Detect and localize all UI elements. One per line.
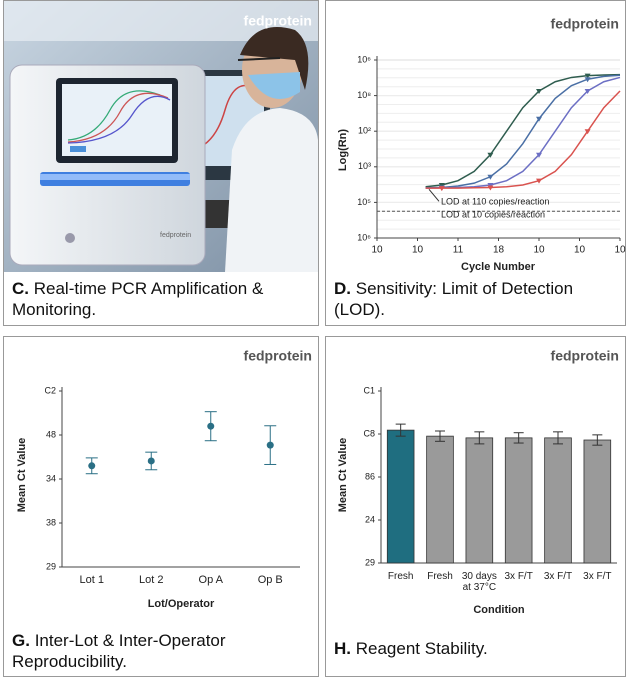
x-tick-label: Fresh: [387, 571, 414, 582]
point-marker: [584, 88, 591, 94]
bar: [426, 435, 454, 564]
y-tick-label: 10²: [358, 126, 371, 136]
point-marker: [584, 73, 591, 79]
y-tick-label: 10⁸: [357, 90, 371, 100]
mean-point: [147, 457, 155, 465]
y-tick-label: 29: [46, 561, 56, 571]
x-axis-label: Lot/Operator: [148, 598, 215, 610]
caption-text: Sensitivity: Limit of Detection (LOD).: [334, 279, 574, 319]
y-axis-label: Mean Ct Value: [16, 438, 28, 513]
bar: [504, 437, 533, 564]
point-marker: [438, 186, 445, 192]
y-axis-label: Log(Rn): [337, 129, 349, 171]
caption-text: Inter-Lot & Inter-Operator Reproducibili…: [12, 631, 226, 671]
annotation-arrow: [428, 188, 440, 202]
mean-point: [88, 462, 96, 470]
watermark: fedprotein: [551, 348, 619, 364]
watermark: fedprotein: [551, 16, 619, 32]
x-tick-label: Lot 2: [139, 574, 164, 586]
watermark: fedprotein: [244, 13, 312, 29]
x-tick-label: 10: [574, 245, 586, 256]
x-tick-label: 18: [493, 245, 505, 256]
bar: [465, 437, 494, 564]
panel-letter: H.: [334, 639, 351, 658]
y-tick-label: 24: [365, 514, 375, 524]
annotation: LOD at 10 copies/reaction: [441, 210, 545, 220]
y-tick-label: 38: [46, 517, 56, 527]
lab-photo: fedprotein: [4, 1, 318, 272]
y-tick-label: 86: [365, 471, 375, 481]
bar: [386, 429, 415, 564]
point-marker: [536, 116, 542, 122]
x-tick-label: 11: [453, 245, 464, 256]
x-tick-label: Op B: [257, 574, 283, 586]
x-tick-label: 3x F/T: [504, 571, 533, 582]
point-marker: [536, 178, 542, 184]
series-line: [425, 73, 621, 188]
y-tick-label: 10⁶: [357, 54, 371, 64]
x-tick-label: 3x F/T: [583, 571, 612, 582]
panel-frame: [3, 0, 319, 326]
y-tick-label: 10³: [358, 161, 371, 171]
x-tick-label: Lot 1: [79, 574, 104, 586]
y-tick-label: 48: [46, 429, 56, 439]
panel-letter: D.: [334, 279, 351, 298]
x-axis-label: Condition: [473, 604, 525, 616]
x-axis-label: Cycle Number: [461, 261, 536, 273]
x-tick-label: 10: [533, 245, 545, 256]
svg-text:fedprotein: fedprotein: [160, 232, 191, 239]
annotation: LOD at 110 copies/reaction: [441, 197, 549, 207]
x-tick-label: 3x F/T: [543, 571, 573, 582]
series-line: [425, 76, 621, 189]
caption: G. Inter-Lot & Inter-Operator Reproducib…: [12, 630, 312, 672]
point-marker: [487, 174, 494, 180]
bar: [583, 439, 612, 564]
watermark: fedprotein: [244, 348, 312, 364]
point-marker: [487, 152, 494, 158]
point-marker: [584, 77, 591, 83]
bar: [544, 437, 572, 564]
y-tick-label: 10⁶: [357, 232, 371, 242]
point-marker: [536, 152, 542, 158]
y-tick-label: 29: [365, 557, 375, 567]
series-line: [425, 90, 621, 189]
y-tick-label: C2: [44, 385, 56, 395]
caption: D. Sensitivity: Limit of Detection (LOD)…: [334, 278, 624, 320]
point-marker: [536, 88, 542, 94]
caption: H. Reagent Stability.: [334, 638, 624, 659]
caption: C. Real-time PCR Amplification & Monitor…: [12, 278, 312, 320]
panel-letter: C.: [12, 279, 29, 298]
x-tick-label: 30 days at 37°C: [461, 571, 497, 593]
mean-point: [207, 422, 215, 430]
y-axis-label: Mean Ct Value: [337, 438, 349, 513]
y-tick-label: 10⁵: [357, 197, 371, 207]
caption-text: Real-time PCR Amplification & Monitoring…: [12, 279, 264, 319]
point-marker: [487, 185, 494, 191]
point-marker: [584, 129, 591, 135]
x-tick-label: 10: [412, 245, 424, 256]
panel-frame: [325, 0, 626, 326]
x-tick-label: 10: [614, 245, 626, 256]
panel-frame: [3, 336, 319, 677]
x-tick-label: Op A: [198, 574, 223, 586]
mean-point: [266, 441, 274, 449]
y-tick-label: 34: [46, 473, 56, 483]
caption-text: Reagent Stability.: [355, 639, 488, 658]
x-tick-label: 10: [371, 245, 383, 256]
panel-frame: [325, 336, 626, 677]
y-tick-label: C1: [363, 385, 375, 395]
y-tick-label: C8: [363, 428, 375, 438]
x-tick-label: Fresh: [427, 571, 453, 582]
panel-letter: G.: [12, 631, 30, 650]
